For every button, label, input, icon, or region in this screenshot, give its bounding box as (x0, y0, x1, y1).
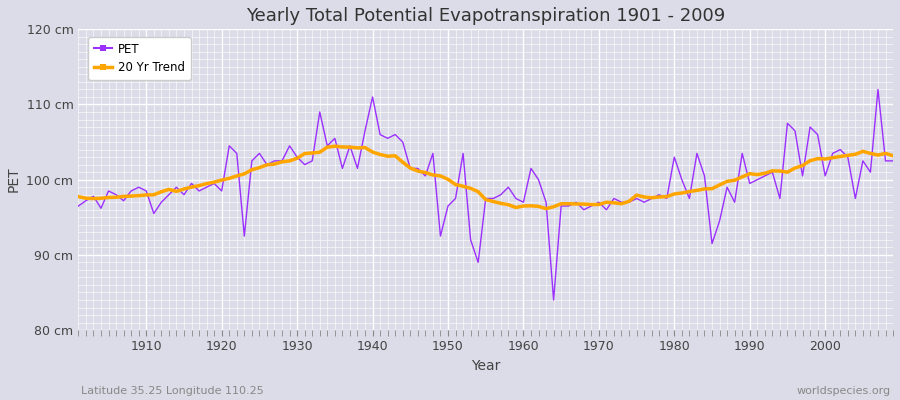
Legend: PET, 20 Yr Trend: PET, 20 Yr Trend (88, 37, 191, 80)
X-axis label: Year: Year (471, 359, 500, 373)
Text: worldspecies.org: worldspecies.org (796, 386, 891, 396)
Title: Yearly Total Potential Evapotranspiration 1901 - 2009: Yearly Total Potential Evapotranspiratio… (246, 7, 725, 25)
Text: Latitude 35.25 Longitude 110.25: Latitude 35.25 Longitude 110.25 (81, 386, 264, 396)
Y-axis label: PET: PET (7, 167, 21, 192)
